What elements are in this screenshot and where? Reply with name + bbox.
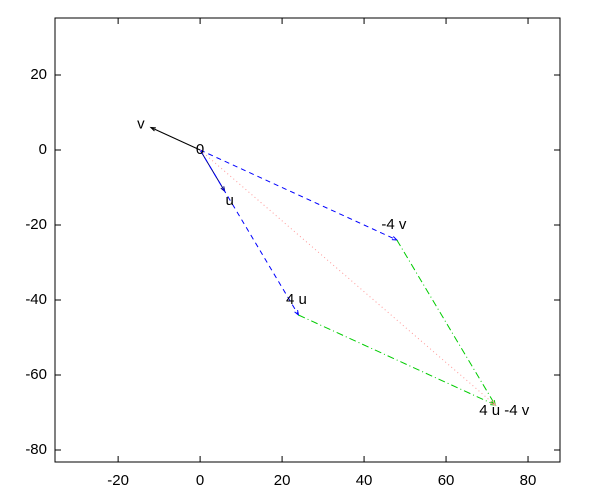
vector	[298, 314, 496, 406]
y-tick-label: 0	[39, 141, 47, 158]
y-tick-label: -80	[25, 441, 47, 458]
point-label: v	[137, 115, 145, 132]
vector	[199, 149, 496, 406]
vector	[396, 239, 496, 406]
point-label: 4 u	[286, 291, 307, 308]
point-label: 4 u -4 v	[479, 402, 530, 419]
point-label: 0	[196, 141, 204, 158]
point-label: u	[226, 192, 234, 209]
plot-frame	[54, 17, 561, 463]
vector	[150, 127, 201, 151]
x-tick-label: 40	[356, 472, 373, 489]
arrow-head	[149, 126, 156, 132]
vector	[199, 149, 398, 241]
point-label: -4 v	[381, 216, 407, 233]
y-tick-label: -20	[25, 216, 47, 233]
x-tick-label: 60	[438, 472, 455, 489]
y-tick-label: 20	[30, 66, 47, 83]
y-tick-label: -60	[25, 366, 47, 383]
y-tick-label: -40	[25, 291, 47, 308]
x-tick-label: 80	[520, 472, 537, 489]
arrow-head	[294, 309, 300, 317]
x-tick-label: -20	[107, 472, 129, 489]
vector	[199, 149, 299, 316]
arrow-head	[490, 400, 497, 406]
x-tick-label: 20	[274, 472, 291, 489]
x-tick-label: 0	[196, 472, 204, 489]
